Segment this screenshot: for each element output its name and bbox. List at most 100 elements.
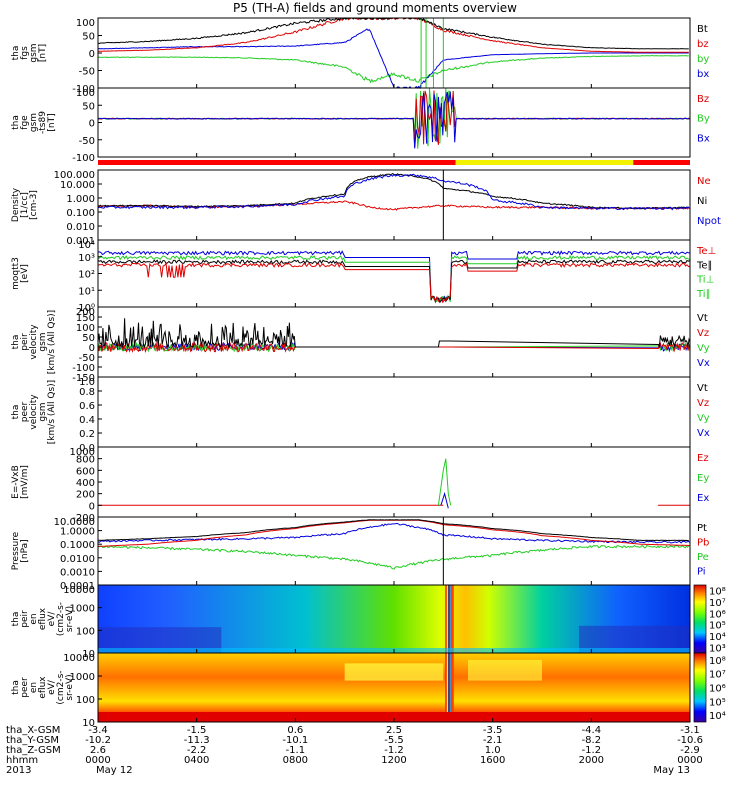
legend-entry: by <box>697 54 709 65</box>
footer-value: -1.1 <box>286 745 306 756</box>
y-axis-label: tha <box>11 115 21 130</box>
legend-entry: Pe <box>697 552 709 563</box>
colorbar-tick-label: 10⁶ <box>709 609 726 620</box>
series-Npot <box>97 173 691 211</box>
panel-frame <box>97 169 691 241</box>
y-axis-label: gsm <box>29 113 39 132</box>
footer-value: 0.6 <box>287 725 303 736</box>
footer-value: -1.2 <box>582 745 602 756</box>
legend-entry: bz <box>697 39 709 50</box>
series-Pt <box>98 519 689 542</box>
series-by <box>97 55 689 84</box>
y-axis-label: sr-eV) <box>65 606 75 632</box>
colorbar-tick-label: 10⁸ <box>709 587 726 598</box>
figure-title: P5 (TH-A) fields and ground moments over… <box>233 1 517 15</box>
footer-row-label: tha_X-GSM <box>6 725 60 736</box>
legend-entry: Ex <box>697 493 709 504</box>
spectrogram-column <box>450 585 454 653</box>
footer-row-label: tha_Y-GSM <box>6 735 59 746</box>
y-axis-label: gsm <box>38 332 48 351</box>
series-Ex <box>440 491 449 509</box>
y-tick-label: 50 <box>82 101 95 112</box>
y-tick-label: 0.010 <box>66 222 95 233</box>
y-axis-label: en <box>29 682 39 693</box>
mode-bar-slow <box>633 160 690 165</box>
footer-row-label: hhmm <box>6 755 38 766</box>
legend-entry: Vy <box>697 413 710 424</box>
y-tick-label: 0 <box>89 343 95 354</box>
mode-bar-slow <box>98 160 456 165</box>
y-tick-label: -50 <box>79 353 95 364</box>
footer-value: -2.9 <box>680 745 700 756</box>
footer-value: -4.4 <box>582 725 602 736</box>
legend-entry: Pt <box>697 523 707 534</box>
y-tick-label: -100 <box>72 363 95 374</box>
footer-value: 2.5 <box>386 725 402 736</box>
y-axis-label: [nT] <box>47 113 57 131</box>
y-axis-label: [cm-3] <box>29 190 39 220</box>
y-tick-label: -100 <box>72 153 95 164</box>
footer-value: 0000 <box>677 755 702 766</box>
y-tick-label: 0 <box>89 501 95 512</box>
y-tick-label: 0 <box>89 119 95 130</box>
colorbar-tick-label: 10³ <box>709 643 726 654</box>
y-tick-label: 400 <box>76 478 95 489</box>
footer-value: 1200 <box>381 755 406 766</box>
footer-value: 0400 <box>184 755 209 766</box>
footer-value: -1.5 <box>187 725 207 736</box>
footer-value: 1.0 <box>485 745 501 756</box>
colorbar-tick-label: 10⁸ <box>709 656 726 667</box>
y-axis-label: peer <box>20 677 30 698</box>
footer-value: -5.5 <box>384 735 404 746</box>
y-tick-label: 10⁴ <box>78 240 95 251</box>
y-axis-label: [nT] <box>38 44 48 62</box>
y-tick-label: 10² <box>78 270 95 281</box>
y-axis-label: E=-VxB <box>11 465 21 499</box>
y-tick-label: 1000 <box>70 672 95 683</box>
y-tick-label: 10.000 <box>60 180 95 191</box>
footer-value: 2.6 <box>90 745 106 756</box>
legend-entry: Npot <box>697 216 721 227</box>
y-tick-label: 100 <box>76 88 95 99</box>
y-tick-label: 10¹ <box>78 286 95 297</box>
y-tick-label: -100 <box>72 84 95 95</box>
y-axis-label: tha <box>11 335 21 350</box>
y-axis-label: (cm2-s- <box>56 602 66 636</box>
peir-velocity-trace <box>97 318 691 349</box>
legend-entry: Bt <box>697 24 708 35</box>
y-axis-label: tha <box>11 612 21 627</box>
fge-trace <box>98 91 691 149</box>
y-tick-label: -50 <box>79 136 95 147</box>
footer-value: -11.3 <box>184 735 210 746</box>
y-axis-label: [mV/m] <box>20 465 30 499</box>
y-tick-label: 800 <box>76 455 95 466</box>
y-axis-label: gsm <box>29 43 39 62</box>
panel-frame <box>97 376 691 448</box>
y-tick-label: 0.0001 <box>60 581 95 592</box>
y-axis-label: tha <box>11 46 21 61</box>
y-axis-label: moqtt3 <box>11 257 21 290</box>
y-tick-label: 0.001 <box>66 236 95 247</box>
legend-entry: Pb <box>697 538 709 549</box>
y-tick-label: 0.2 <box>79 429 95 440</box>
y-axis-label: eV/ <box>47 679 57 695</box>
footer-value: -3.1 <box>680 725 700 736</box>
y-axis-label: tha <box>11 680 21 695</box>
y-tick-label: -200 <box>72 513 95 524</box>
footer-row-label: tha_Z-GSM <box>6 745 61 756</box>
legend-entry: Te∥ <box>696 260 713 271</box>
y-axis-label: [nPa] <box>20 539 30 562</box>
colorbar-tick-label: 10⁷ <box>709 670 726 681</box>
temp-trace <box>97 254 691 303</box>
y-tick-label: 0.6 <box>79 401 95 412</box>
legend-entry: Ni <box>697 196 707 207</box>
y-tick-label: 50 <box>82 32 95 43</box>
temp-trace <box>97 259 691 304</box>
series-Ni <box>97 173 689 210</box>
y-tick-label: 150 <box>76 313 95 324</box>
panel-frame <box>97 516 691 586</box>
spectrogram-band <box>98 712 690 722</box>
y-axis-label: en <box>29 613 39 624</box>
footer-value: -3.5 <box>483 725 503 736</box>
y-axis-label: tha <box>11 405 21 420</box>
